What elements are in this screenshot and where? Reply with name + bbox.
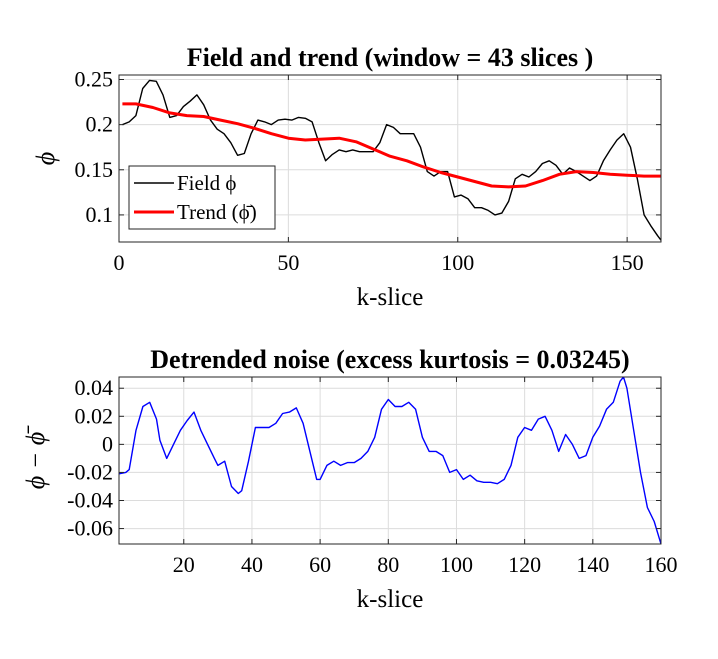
field-trend-subplot: 0 50 100 150 0.1 0.15 0.2 0.25 Field and trend … <box>31 43 662 311</box>
field-trend-tick-labels: 0 50 100 150 0.1 0.15 0.2 0.25 <box>75 67 661 275</box>
x-tick-label: 160 <box>645 552 678 577</box>
x-tick-label: 100 <box>440 552 473 577</box>
x-tick-label: 150 <box>611 250 644 275</box>
x-tick-label: 120 <box>508 552 541 577</box>
y-tick-label: -0.06 <box>67 516 113 541</box>
field-trend-title: Field and trend (window = 43 slices ) <box>187 43 594 72</box>
trend-series-line <box>122 102 661 189</box>
field-series-line <box>122 79 661 241</box>
noise-series-line <box>119 377 661 544</box>
y-tick-label: 0.25 <box>75 67 114 92</box>
field-trend-axes-frame <box>118 74 662 243</box>
noise-plot-area <box>118 376 662 545</box>
noise-lines <box>119 377 661 544</box>
noise-x-label: k-slice <box>357 586 424 613</box>
legend-trend-label: Trend (ϕ̄) <box>177 200 257 224</box>
y-tick-label: 0.1 <box>86 202 114 227</box>
y-tick-label: -0.02 <box>67 459 113 484</box>
x-tick-label: 80 <box>377 552 399 577</box>
noise-subplot: 20 40 60 80 100 120 140 160 0.04 0.02 0 -0.02 -0.04 -… <box>21 345 678 613</box>
x-tick-label: 50 <box>277 250 299 275</box>
legend-box <box>128 165 276 230</box>
x-tick-label: 20 <box>173 552 195 577</box>
noise-title: Detrended noise (excess kurtosis = 0.032… <box>150 345 629 374</box>
field-trend-x-label: k-slice <box>357 284 424 311</box>
y-tick-label: 0.04 <box>75 375 114 400</box>
x-tick-label: 40 <box>241 552 263 577</box>
noise-tick-labels: 20 40 60 80 100 120 140 160 0.04 0.02 0 -0.02 -0.04 -… <box>67 375 677 577</box>
y-tick-label: 0.15 <box>75 157 114 182</box>
noise-axes-frame <box>118 376 662 545</box>
x-tick-label: 140 <box>576 552 609 577</box>
field-trend-y-label: ϕ <box>31 152 60 165</box>
noise-y-label: ϕ − ϕ̄ <box>21 425 50 489</box>
x-tick-label: 60 <box>309 552 331 577</box>
x-tick-label: 100 <box>441 250 474 275</box>
legend-field-label: Field ϕ <box>177 171 236 195</box>
y-tick-label: 0 <box>102 431 113 456</box>
y-tick-label: -0.04 <box>67 487 113 512</box>
legend: Field ϕ Trend (ϕ̄) <box>128 165 276 230</box>
y-tick-label: 0.2 <box>86 112 114 137</box>
y-tick-label: 0.02 <box>75 403 114 428</box>
field-trend-lines <box>122 79 661 241</box>
x-tick-label: 0 <box>114 250 125 275</box>
